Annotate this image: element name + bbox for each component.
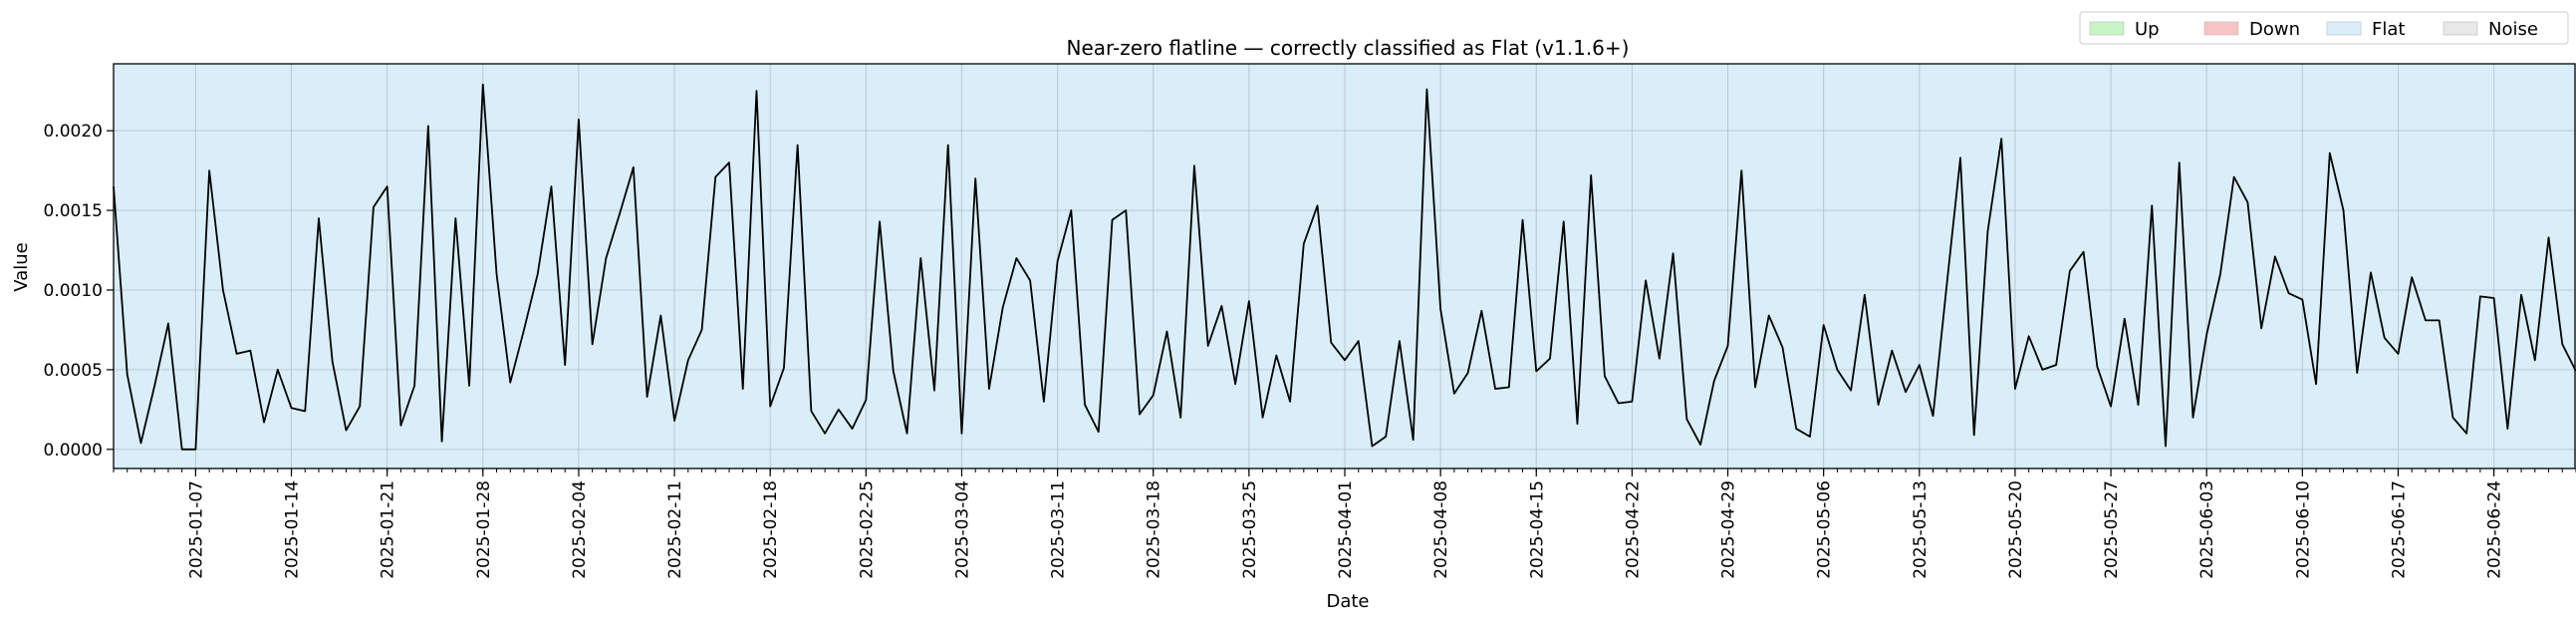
- y-tick-label: 0.0020: [44, 122, 103, 142]
- x-axis: 2025-01-07 2025-01-14 2025-01-21 2025-01-28…: [113, 468, 2576, 579]
- y-axis: 0.0000 0.0005 0.0010 0.0015 0.0020: [44, 122, 114, 461]
- x-tick-label: 2025-06-03: [2197, 480, 2217, 579]
- x-tick-label: 2025-06-24: [2485, 480, 2505, 579]
- x-tick-label: 2025-05-27: [2102, 480, 2122, 579]
- chart-title: Near-zero flatline — correctly classifie…: [1067, 36, 1630, 60]
- x-tick-label: 2025-05-20: [2006, 480, 2026, 579]
- y-tick-label: 0.0005: [44, 361, 103, 381]
- legend-label-noise: Noise: [2488, 19, 2538, 40]
- x-tick-label: 2025-03-18: [1145, 480, 1164, 579]
- x-tick-label: 2025-02-11: [665, 480, 685, 579]
- legend-swatch-flat: [2326, 21, 2362, 36]
- series-line: [113, 83, 2576, 451]
- y-tick-label: 0.0015: [44, 201, 103, 221]
- grid: [114, 64, 2576, 468]
- x-tick-label: 2025-03-04: [952, 480, 972, 579]
- x-axis-label: Date: [1326, 591, 1369, 612]
- x-tick-label: 2025-02-18: [761, 480, 781, 579]
- x-tick-label: 2025-01-28: [474, 480, 494, 579]
- x-tick-label: 2025-04-15: [1527, 480, 1547, 579]
- y-axis-label: Value: [11, 242, 32, 291]
- x-tick-label: 2025-04-08: [1431, 480, 1451, 579]
- plot-area: [113, 63, 2576, 469]
- x-tick-label: 2025-01-07: [186, 480, 206, 579]
- legend-swatch-noise: [2443, 21, 2478, 36]
- legend-label-up: Up: [2135, 19, 2160, 40]
- x-tick-label: 2025-03-25: [1240, 480, 1260, 579]
- x-tick-label: 2025-04-01: [1336, 480, 1356, 579]
- x-tick-label: 2025-04-29: [1719, 480, 1739, 579]
- legend-swatch-up: [2089, 21, 2125, 36]
- x-tick-label: 2025-01-21: [379, 480, 398, 579]
- x-tick-label: 2025-05-06: [1815, 480, 1835, 579]
- x-tick-label: 2025-04-22: [1623, 480, 1643, 579]
- legend-label-flat: Flat: [2372, 19, 2405, 40]
- legend-frame: [2079, 11, 2569, 45]
- legend: Up Down Flat Noise: [2079, 11, 2569, 45]
- x-tick-label: 2025-02-25: [857, 480, 877, 579]
- y-tick-label: 0.0000: [44, 441, 103, 461]
- x-tick-label: 2025-02-04: [570, 480, 590, 579]
- x-tick-label: 2025-06-17: [2389, 480, 2409, 579]
- x-tick-label: 2025-05-13: [1911, 480, 1931, 579]
- legend-swatch-down: [2203, 21, 2239, 36]
- x-tick-label: 2025-03-11: [1049, 480, 1069, 579]
- legend-label-down: Down: [2249, 19, 2300, 40]
- x-tick-label: 2025-01-14: [283, 480, 303, 579]
- x-tick-label: 2025-06-10: [2293, 480, 2313, 579]
- y-tick-label: 0.0010: [44, 281, 103, 301]
